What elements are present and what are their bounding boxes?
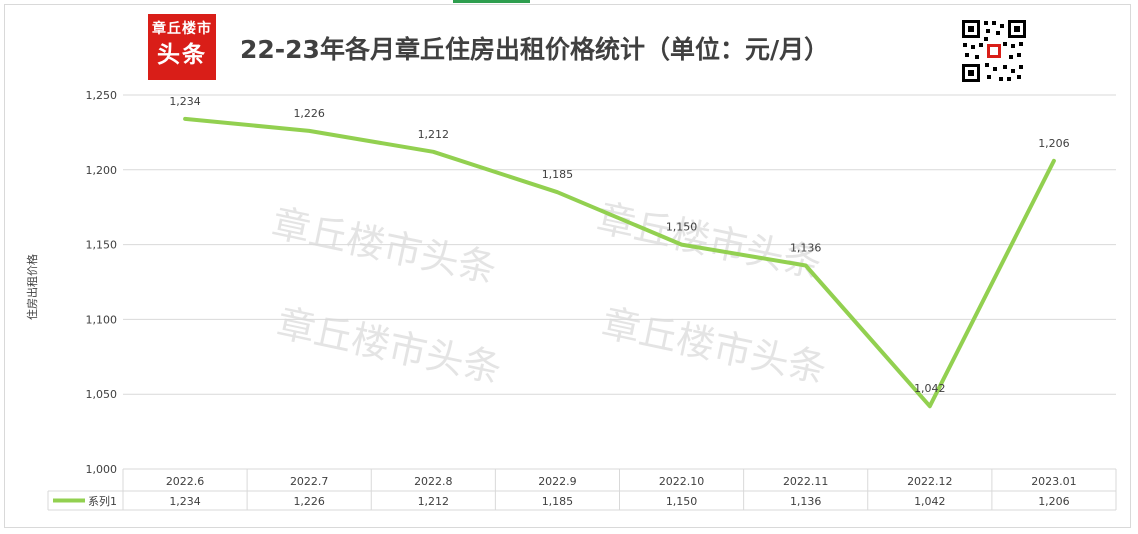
y-tick-label: 1,150 bbox=[86, 239, 118, 252]
brand-logo: 章丘楼市 头条 bbox=[148, 14, 216, 80]
table-value-cell: 1,234 bbox=[169, 495, 201, 508]
qr-code-icon bbox=[960, 18, 1028, 84]
data-label: 1,136 bbox=[790, 242, 822, 255]
x-category-label: 2022.11 bbox=[783, 475, 829, 488]
top-accent-bar bbox=[453, 0, 530, 3]
y-tick-label: 1,200 bbox=[86, 164, 118, 177]
watermark-text: 章丘楼市头条 bbox=[268, 201, 500, 291]
x-category-label: 2022.9 bbox=[538, 475, 577, 488]
series-line bbox=[183, 116, 1056, 409]
table-value-cell: 1,212 bbox=[418, 495, 450, 508]
table-value-cell: 1,185 bbox=[542, 495, 574, 508]
y-tick-label: 1,100 bbox=[86, 313, 118, 326]
data-label: 1,226 bbox=[293, 107, 325, 120]
watermark-text: 章丘楼市头条 bbox=[598, 301, 830, 391]
chart-title: 22-23年各月章丘住房出租价格统计（单位：元/月） bbox=[240, 35, 830, 64]
data-label: 1,185 bbox=[542, 168, 574, 181]
x-category-label: 2022.10 bbox=[659, 475, 705, 488]
x-category-label: 2023.01 bbox=[1031, 475, 1077, 488]
table-value-cell: 1,136 bbox=[790, 495, 822, 508]
data-label: 1,234 bbox=[169, 95, 201, 108]
table-value-cell: 1,226 bbox=[293, 495, 325, 508]
table-value-cell: 1,042 bbox=[914, 495, 946, 508]
x-category-label: 2022.12 bbox=[907, 475, 953, 488]
y-tick-label: 1,050 bbox=[86, 388, 118, 401]
x-category-label: 2022.8 bbox=[414, 475, 453, 488]
logo-text-line1: 章丘楼市 bbox=[152, 21, 212, 37]
table-value-cell: 1,206 bbox=[1038, 495, 1070, 508]
chart-frame bbox=[4, 4, 1131, 528]
x-category-label: 2022.7 bbox=[290, 475, 329, 488]
table-value-cell: 1,150 bbox=[666, 495, 698, 508]
legend-label: 系列1 bbox=[88, 494, 117, 508]
data-label: 1,042 bbox=[914, 382, 946, 395]
data-label: 1,206 bbox=[1038, 137, 1070, 150]
x-category-label: 2022.6 bbox=[166, 475, 205, 488]
data-label: 1,212 bbox=[418, 128, 450, 141]
y-tick-label: 1,000 bbox=[86, 463, 118, 476]
y-tick-label: 1,250 bbox=[86, 89, 118, 102]
logo-text-line2: 头条 bbox=[157, 42, 207, 68]
watermark-text: 章丘楼市头条 bbox=[273, 301, 505, 391]
data-label: 1,150 bbox=[666, 221, 698, 234]
